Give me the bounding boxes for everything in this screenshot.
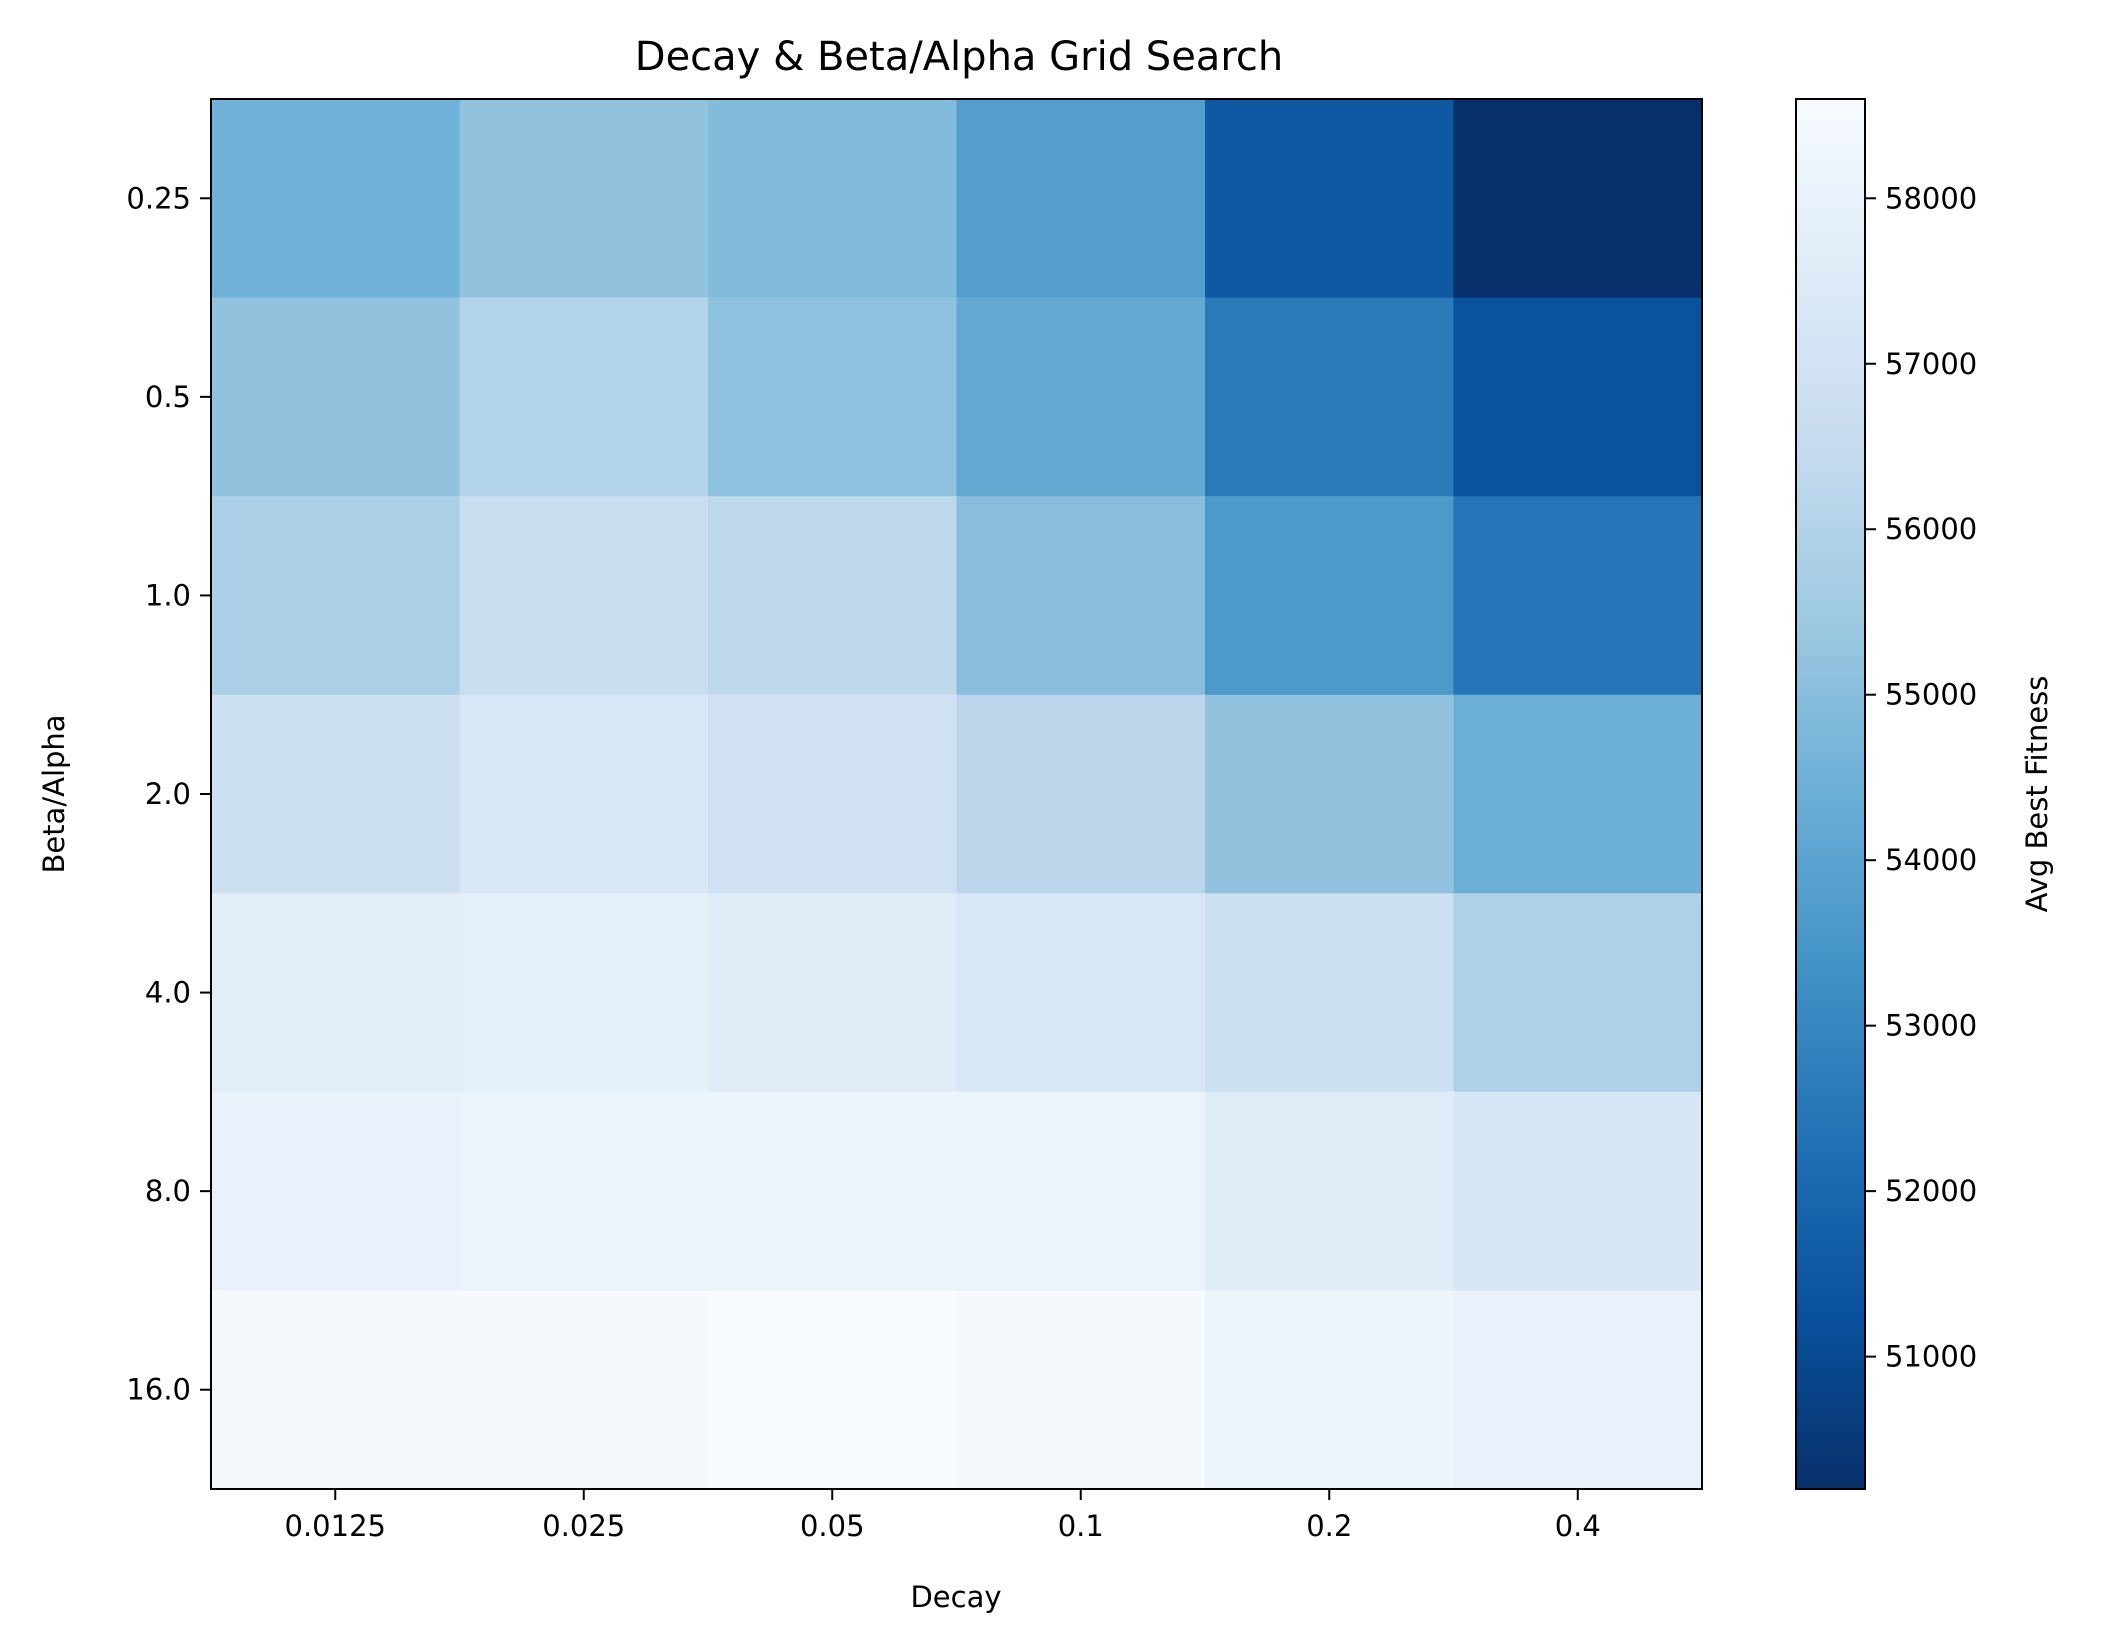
y-axis-label: Beta/Alpha (37, 714, 71, 873)
heatmap-cell (1453, 1091, 1703, 1292)
heatmap-cell (1453, 893, 1703, 1093)
heatmap-cell (1205, 1290, 1455, 1490)
heatmap-cell (956, 1290, 1206, 1490)
colorbar-tick-label: 51000 (1885, 1340, 1977, 1374)
heatmap-cell (1453, 99, 1703, 299)
heatmap-cell (1453, 694, 1703, 894)
heatmap-cell (1205, 893, 1455, 1093)
heatmap-cell (459, 99, 709, 299)
heatmap-cell (956, 694, 1206, 894)
heatmap-cell (708, 99, 958, 299)
heatmap-cell (708, 1091, 958, 1292)
heatmap-cell (956, 1091, 1206, 1292)
heatmap-cell (1453, 297, 1703, 497)
heatmap-cell (459, 496, 709, 696)
colorbar-tick-label: 57000 (1885, 347, 1977, 381)
colorbar-tick-label: 55000 (1885, 678, 1977, 712)
x-tick-label: 0.05 (800, 1509, 865, 1543)
y-tick-label: 4.0 (145, 976, 191, 1010)
heatmap-cell (956, 99, 1206, 299)
heatmap-cell (956, 893, 1206, 1093)
colorbar-tick-label: 52000 (1885, 1174, 1977, 1208)
heatmap-cell (708, 694, 958, 894)
y-tick-label: 0.5 (145, 380, 191, 414)
heatmap-cell (708, 297, 958, 497)
x-tick-label: 0.025 (542, 1509, 625, 1543)
heatmap-cell (1205, 694, 1455, 894)
heatmap-cell (459, 1290, 709, 1490)
heatmap-cell (1453, 496, 1703, 696)
colorbar-tick-label: 56000 (1885, 512, 1977, 546)
heatmap-cell (211, 893, 461, 1093)
heatmap-cell (211, 99, 461, 299)
chart-title: Decay & Beta/Alpha Grid Search (635, 34, 1283, 80)
x-tick-label: 0.0125 (285, 1509, 386, 1543)
y-tick-label: 8.0 (145, 1174, 191, 1208)
heatmap-cell (211, 694, 461, 894)
colorbar-tick-label: 58000 (1885, 181, 1977, 215)
heatmap-cell (211, 496, 461, 696)
heatmap-cell (1205, 99, 1455, 299)
x-axis-label: Decay (910, 1580, 1001, 1614)
heatmap-cells (211, 99, 1703, 1490)
x-tick-label: 0.2 (1306, 1509, 1352, 1543)
heatmap-cell (459, 893, 709, 1093)
colorbar-ticks: 51000 52000 53000 54000 55000 56000 57000 58000 (1865, 181, 1977, 1374)
heatmap-cell (459, 694, 709, 894)
heatmap-cell (459, 1091, 709, 1292)
heatmap-cell (1453, 1290, 1703, 1490)
y-axis-ticks: 0.25 0.5 1.0 2.0 4.0 8.0 16.0 (126, 181, 211, 1407)
heatmap-cell (211, 1091, 461, 1292)
heatmap-cell (1205, 1091, 1455, 1292)
colorbar (1795, 98, 1866, 1490)
x-tick-label: 0.1 (1058, 1509, 1104, 1543)
heatmap-cell (211, 297, 461, 497)
heatmap-cell (459, 297, 709, 497)
heatmap-cell (1205, 297, 1455, 497)
heatmap-cell (956, 297, 1206, 497)
colorbar-label: Avg Best Fitness (2020, 676, 2054, 913)
colorbar-tick-label: 53000 (1885, 1009, 1977, 1043)
heatmap-cell (956, 496, 1206, 696)
colorbar-tick-label: 54000 (1885, 843, 1977, 877)
x-tick-label: 0.4 (1555, 1509, 1601, 1543)
x-axis-ticks: 0.0125 0.025 0.05 0.1 0.2 0.4 (285, 1489, 1601, 1543)
heatmap-cell (708, 496, 958, 696)
y-tick-label: 0.25 (126, 181, 191, 215)
y-tick-label: 16.0 (126, 1373, 191, 1407)
heatmap-cell (708, 1290, 958, 1490)
y-tick-label: 2.0 (145, 777, 191, 811)
heatmap-cell (1205, 496, 1455, 696)
y-tick-label: 1.0 (145, 578, 191, 612)
heatmap-cell (211, 1290, 461, 1490)
heatmap-cell (708, 893, 958, 1093)
